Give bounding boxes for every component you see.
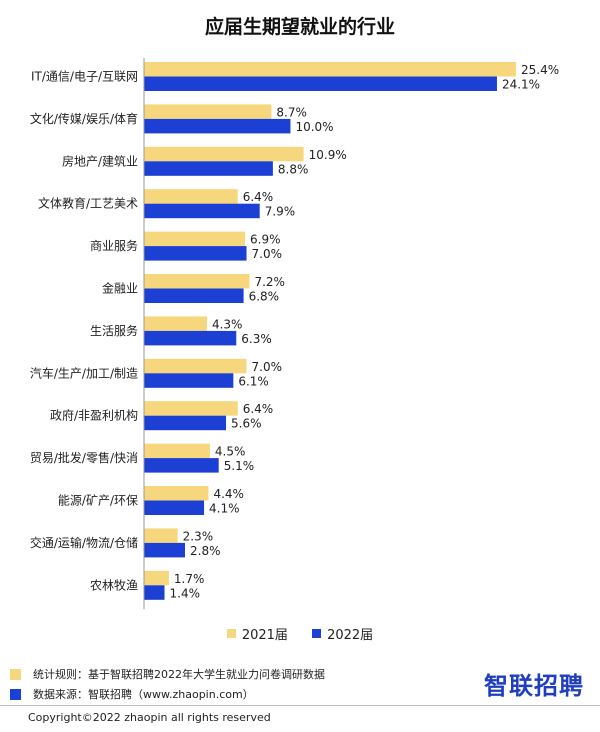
value-label: 2.8% xyxy=(190,544,221,558)
footer-source: 数据来源：智联招聘（www.zhaopin.com） xyxy=(10,684,325,704)
legend-item-2022: 2022届 xyxy=(312,624,373,643)
bar-2021届 xyxy=(144,274,250,289)
bar-2021届 xyxy=(144,146,304,162)
bar-2022届 xyxy=(144,161,273,176)
bar-2022届 xyxy=(144,118,291,134)
chart-title: 应届生期望就业的行业 xyxy=(204,16,395,38)
bar-2021届 xyxy=(144,231,246,247)
bar-2022届 xyxy=(144,76,497,91)
bar-2021届 xyxy=(144,443,210,459)
value-label: 6.1% xyxy=(238,374,268,388)
footer-source-swatch xyxy=(10,688,21,700)
value-label: 6.4% xyxy=(243,190,274,204)
category-label: 贸易/批发/零售/快消 xyxy=(30,450,138,465)
value-label: 4.4% xyxy=(213,487,244,501)
bar-2021届 xyxy=(144,570,169,586)
bar-2022届 xyxy=(144,500,205,515)
value-label: 1.4% xyxy=(170,586,201,600)
category-label: 农林牧渔 xyxy=(90,578,138,592)
value-label: 6.3% xyxy=(241,332,271,346)
bar-2021届 xyxy=(144,104,272,119)
bar-2022届 xyxy=(144,203,260,219)
bar-2021届 xyxy=(144,486,209,501)
bar-2022届 xyxy=(144,542,186,558)
bar-2022届 xyxy=(144,330,237,346)
zhaopin-logo: 智联招聘 xyxy=(484,672,584,700)
copyright-text: Copyright©2022 zhaopin all rights reserv… xyxy=(28,711,271,724)
footer-rule: 统计规则：基于智联招聘2022年大学生就业力问卷调研数据 xyxy=(10,664,325,684)
legend-label-2022: 2022届 xyxy=(327,628,374,643)
category-label: 文化/传媒/娱乐/体育 xyxy=(30,111,138,126)
bar-2022届 xyxy=(144,458,219,473)
bar-2021届 xyxy=(144,189,238,204)
category-label: 房地产/建筑业 xyxy=(62,153,138,168)
value-label: 2.3% xyxy=(183,529,214,543)
category-label: 汽车/生产/加工/制造 xyxy=(30,365,138,380)
bar-2021届 xyxy=(144,401,238,416)
category-label: 文体教育/工艺美术 xyxy=(38,196,138,211)
legend-swatch-2021 xyxy=(226,629,236,638)
value-label: 7.0% xyxy=(252,247,283,261)
bar-2022届 xyxy=(144,373,234,388)
value-label: 7.2% xyxy=(254,275,285,289)
value-label: 1.7% xyxy=(174,572,205,586)
value-label: 25.4% xyxy=(521,63,559,77)
category-label: 生活服务 xyxy=(90,323,138,338)
value-label: 8.8% xyxy=(278,162,309,176)
legend-item-2021: 2021届 xyxy=(226,624,288,643)
bar-2021届 xyxy=(144,528,178,543)
bar-chart: IT/通信/电子/互联网 25.4%24.1%文化/传媒/娱乐/体育 8.7%10.… xyxy=(30,58,559,610)
value-label: 24.1% xyxy=(502,78,540,92)
value-label: 6.4% xyxy=(243,402,274,416)
bar-2021届 xyxy=(144,358,247,374)
value-label: 7.0% xyxy=(252,360,283,374)
bar-2022届 xyxy=(144,288,244,303)
value-label: 5.6% xyxy=(231,417,262,431)
bar-2022届 xyxy=(144,415,227,431)
value-label: 4.5% xyxy=(215,445,246,459)
category-label: 金融业 xyxy=(102,281,138,296)
value-label: 6.8% xyxy=(249,290,280,304)
legend-swatch-2022 xyxy=(312,629,322,638)
value-label: 10.9% xyxy=(309,148,347,162)
value-label: 4.1% xyxy=(209,502,240,516)
bar-2022届 xyxy=(144,246,247,261)
footer-rule-swatch xyxy=(10,668,21,680)
value-label: 6.9% xyxy=(250,233,281,247)
legend-label-2021: 2021届 xyxy=(241,628,288,643)
bar-2021届 xyxy=(144,316,207,331)
category-label: IT/通信/电子/互联网 xyxy=(31,70,138,84)
value-label: 4.3% xyxy=(212,317,243,331)
value-label: 5.1% xyxy=(224,459,255,473)
footer-notes: 统计规则：基于智联招聘2022年大学生就业力问卷调研数据 数据来源：智联招聘（w… xyxy=(10,664,325,704)
legend: 2021届 2022届 xyxy=(0,624,600,643)
value-label: 10.0% xyxy=(295,120,333,134)
footer-rule-text: 统计规则：基于智联招聘2022年大学生就业力问卷调研数据 xyxy=(33,668,325,681)
category-label: 商业服务 xyxy=(90,238,138,253)
footer-divider xyxy=(0,705,600,706)
bar-2022届 xyxy=(144,585,165,600)
bar-2021届 xyxy=(144,62,516,77)
value-label: 7.9% xyxy=(265,205,296,219)
footer-source-text: 数据来源：智联招聘（www.zhaopin.com） xyxy=(33,688,254,701)
category-label: 交通/运输/物流/仓储 xyxy=(30,535,138,550)
category-label: 政府/非盈利机构 xyxy=(50,408,138,423)
category-label: 能源/矿产/环保 xyxy=(58,494,138,508)
value-label: 8.7% xyxy=(276,105,307,119)
